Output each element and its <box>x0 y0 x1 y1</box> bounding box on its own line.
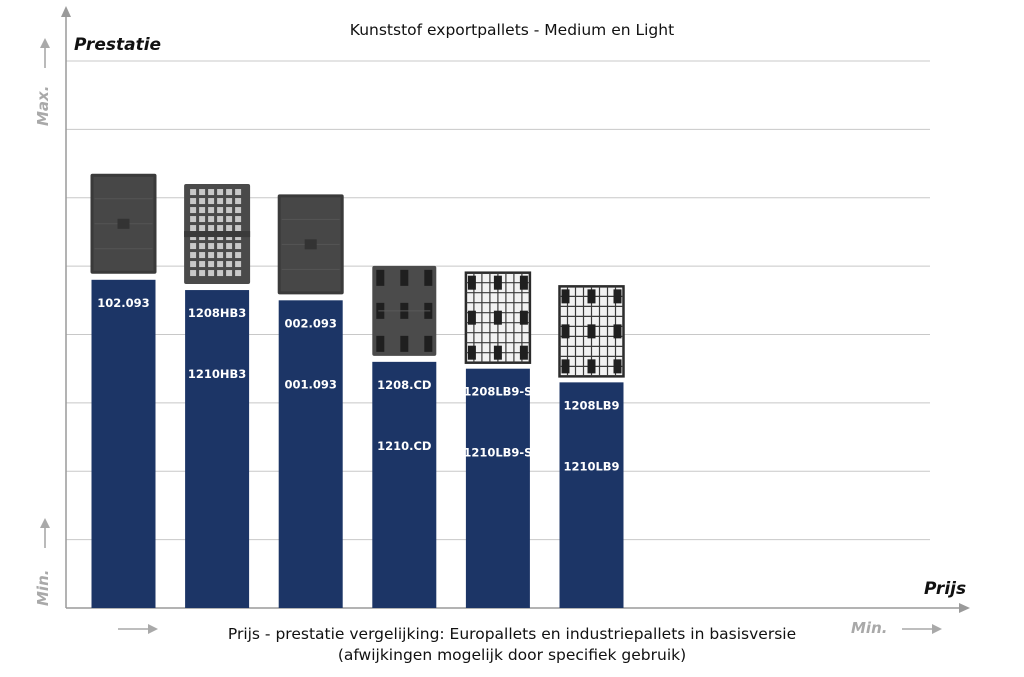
x-axis-min-label: Min. <box>851 619 888 637</box>
x-axis-arrowhead <box>959 603 970 613</box>
bar-label: 1210LB9 <box>563 459 619 473</box>
open-grid-pallet-icon <box>464 271 532 364</box>
y-axis-min-label: Min. <box>34 569 52 606</box>
bar-labels: 102.093 1208HB3 1210HB3 002.093 001.093 1208.… <box>97 296 619 474</box>
bar-label: 1208LB9 <box>563 398 619 412</box>
open-grid-pallet-icon <box>558 285 625 378</box>
bar-label: 1208.CD <box>377 378 431 392</box>
chart-title: Kunststof exportpallets - Medium en Ligh… <box>349 21 675 39</box>
y-axis-label: Prestatie <box>74 35 162 55</box>
bar-label: 002.093 <box>285 316 337 330</box>
bar-label: 102.093 <box>97 296 149 310</box>
bar-label: 001.093 <box>285 377 337 391</box>
bar-2 <box>185 290 250 608</box>
bar-label: 1208LB9-S <box>463 385 532 399</box>
closed-deck-pallet-icon <box>277 194 344 295</box>
bar-3 <box>278 300 343 608</box>
closed-deck-pallet-icon <box>90 173 157 274</box>
pallet-images <box>90 173 625 378</box>
bar-label: 1210HB3 <box>188 367 246 381</box>
bar-label: 1210.CD <box>377 439 431 453</box>
bar-label: 1208HB3 <box>188 306 246 320</box>
x-axis-label: Prijs <box>924 579 967 599</box>
bars <box>91 279 624 608</box>
footer-line-2: (afwijkingen mogelijk door specifiek geb… <box>337 646 687 664</box>
nine-block-pallet-icon <box>372 265 437 356</box>
bar-6 <box>559 382 624 608</box>
bar-4 <box>372 361 437 608</box>
bar-label: 1210LB9-S <box>463 446 532 460</box>
y-axis-max-label: Max. <box>34 85 52 126</box>
y-axis-arrowhead <box>61 6 71 17</box>
footer-line-1: Prijs - prestatie vergelijking: Europall… <box>227 625 797 643</box>
grid-pallet-icon <box>184 184 251 285</box>
bar-5 <box>465 368 530 608</box>
bar-1 <box>91 279 156 608</box>
